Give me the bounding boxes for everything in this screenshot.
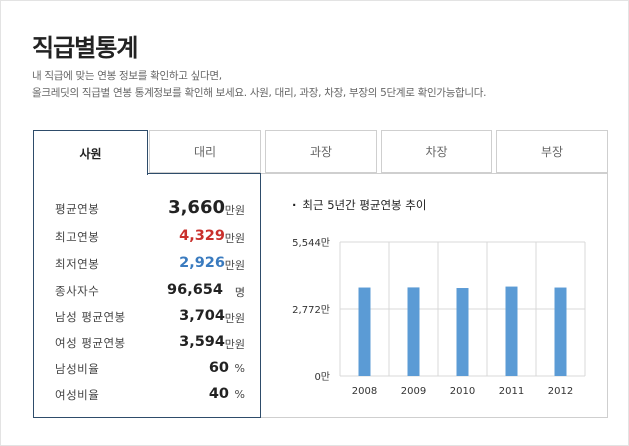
salary-trend-chart: 0만 2,772만 5,544만 2008 2009 2010 2011 2012 (292, 237, 586, 397)
stat-label: 최저연봉 (55, 257, 100, 271)
stat-unit: 만원 (224, 338, 245, 351)
x-tick-label: 2008 (352, 386, 377, 397)
chart-title: · 최근 5년간 평균연봉 추이 (292, 197, 426, 213)
stat-max-salary: 최고연봉 4,329 만원 (55, 225, 245, 247)
bar (407, 287, 420, 376)
stat-unit: 만원 (224, 259, 245, 272)
y-tick-label: 0만 (314, 371, 330, 383)
description-line-2: 올크레딧의 직급별 연봉 통계정보를 확인해 보세요. 사원, 대리, 과장, … (32, 87, 487, 99)
stat-min-salary: 최저연봉 2,926 만원 (55, 252, 245, 274)
bar (505, 286, 518, 376)
bar (456, 288, 469, 376)
stat-label: 종사자수 (55, 284, 100, 298)
stat-value: 3,594 (179, 334, 225, 350)
y-tick-label: 2,772만 (292, 304, 330, 316)
stat-label: 평균연봉 (55, 202, 100, 216)
tab-assistant-manager[interactable]: 대리 (149, 130, 261, 173)
stat-female-average-salary: 여성 평균연봉 3,594 만원 (55, 331, 245, 353)
x-tick-label: 2009 (401, 386, 426, 397)
stat-label: 남성 평균연봉 (55, 310, 126, 324)
tab-general-manager[interactable]: 부장 (496, 130, 608, 173)
chart-title-bullet: · (292, 198, 297, 212)
chart-title-text: 최근 5년간 평균연봉 추이 (302, 198, 427, 212)
stat-unit: 만원 (224, 312, 245, 325)
stat-unit: 만원 (224, 204, 245, 217)
stat-label: 남성비율 (55, 362, 100, 376)
stats-summary-box (33, 173, 261, 418)
stat-male-ratio: 남성비율 60 % (55, 357, 245, 379)
description-line-1: 내 직급에 맞는 연봉 정보를 확인하고 싶다면, (32, 70, 222, 82)
stat-value: 4,329 (179, 228, 225, 244)
stat-value: 40 (208, 386, 229, 402)
stat-label: 여성 평균연봉 (55, 336, 126, 350)
stat-unit: % (234, 362, 245, 375)
rank-tabs: 사원 대리 과장 차장 부장 (33, 130, 608, 175)
stat-value: 3,704 (179, 308, 225, 324)
stat-value: 2,926 (179, 255, 225, 271)
x-tick-label: 2010 (450, 386, 475, 397)
stat-label: 최고연봉 (55, 230, 100, 244)
tab-manager[interactable]: 과장 (265, 130, 377, 173)
stat-male-average-salary: 남성 평균연봉 3,704 만원 (55, 305, 245, 327)
stat-female-ratio: 여성비율 40 % (55, 383, 245, 405)
page-description: 내 직급에 맞는 연봉 정보를 확인하고 싶다면, 올크레딧의 직급별 연봉 통… (32, 68, 486, 102)
x-tick-label: 2011 (499, 386, 524, 397)
y-tick-label: 5,544만 (292, 237, 330, 249)
bar (358, 287, 371, 376)
summary-box-top-border (148, 173, 261, 174)
stat-value: 60 (208, 360, 229, 376)
tab-staff[interactable]: 사원 (33, 130, 148, 175)
stat-unit: 명 (234, 286, 245, 299)
page-title: 직급별통계 (32, 34, 138, 62)
bar (554, 287, 567, 376)
stat-unit: % (234, 388, 245, 401)
stat-employee-count: 종사자수 96,654 명 (55, 279, 245, 301)
x-tick-label: 2012 (548, 386, 573, 397)
tab-deputy-general-manager[interactable]: 차장 (381, 130, 492, 173)
stat-unit: 만원 (224, 232, 245, 245)
stat-label: 여성비율 (55, 388, 100, 402)
stat-value: 3,660 (168, 197, 225, 218)
stat-average-salary: 평균연봉 3,660 만원 (55, 197, 245, 219)
stat-value: 96,654 (167, 282, 223, 298)
